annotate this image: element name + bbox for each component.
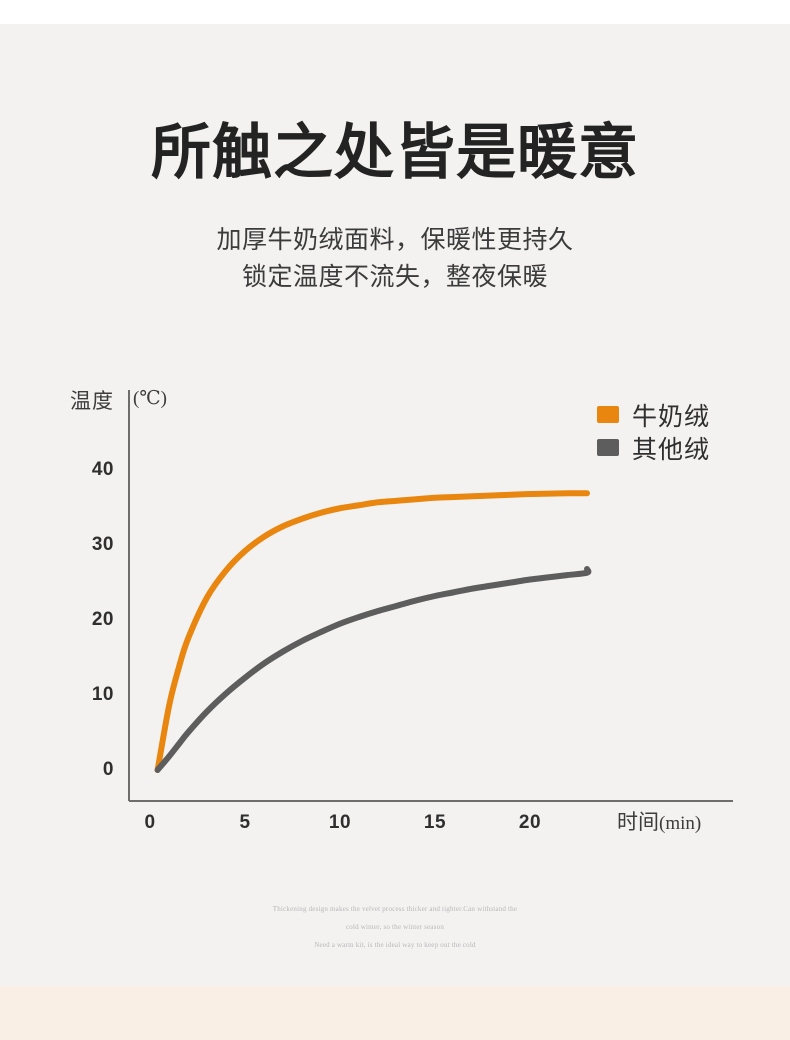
- footnote-line-1: Thickening design makes the velvet proce…: [272, 905, 518, 913]
- x-axis-title-text: 时间: [617, 811, 659, 834]
- page-title: 所触之处皆是暖意: [151, 119, 639, 186]
- legend-item-milk-velvet: 牛奶绒: [597, 398, 710, 431]
- chart-legend: 牛奶绒 其他绒: [597, 398, 710, 464]
- legend-item-other-velvet: 其他绒: [597, 431, 710, 464]
- subtitle-line-2: 锁定温度不流失，整夜保暖: [241, 263, 548, 291]
- legend-swatch-icon: [597, 406, 619, 423]
- legend-swatch-icon: [597, 439, 619, 456]
- x-tick-label: 5: [239, 812, 251, 833]
- page-background: [0, 24, 790, 986]
- x-tick-label: 20: [518, 812, 542, 833]
- bottom-color-band: [0, 986, 790, 1040]
- series-line-milk-velvet: [154, 490, 590, 773]
- x-tick-label: 10: [328, 812, 352, 833]
- x-tick-label: 0: [144, 812, 156, 833]
- y-axis-title: 温度: [70, 390, 114, 413]
- page-subtitle: 加厚牛奶绒面料，保暖性更持久 锁定温度不流失，整夜保暖: [0, 222, 790, 296]
- footnote-line-2: cold winter, so the winter season: [345, 923, 445, 931]
- footnote-line-3: Need a warm kit, is the ideal way to kee…: [314, 941, 476, 949]
- footnote-text: Thickening design makes the velvet proce…: [0, 900, 790, 954]
- x-tick-label: 15: [423, 812, 447, 833]
- y-axis-unit: (℃): [133, 388, 167, 409]
- y-tick-label: 40: [91, 459, 114, 480]
- y-tick-label: 30: [91, 534, 114, 555]
- legend-label-milk-velvet: 牛奶绒: [632, 402, 711, 431]
- y-tick-label: 10: [91, 684, 114, 705]
- x-axis-title: 时间(min): [617, 806, 701, 836]
- y-tick-label: 0: [102, 759, 114, 780]
- y-tick-label: 20: [91, 609, 114, 630]
- series-line-other-velvet: [154, 566, 592, 773]
- subtitle-line-1: 加厚牛奶绒面料，保暖性更持久: [216, 226, 574, 254]
- x-axis-unit: (min): [659, 813, 702, 834]
- legend-label-other-velvet: 其他绒: [632, 435, 711, 464]
